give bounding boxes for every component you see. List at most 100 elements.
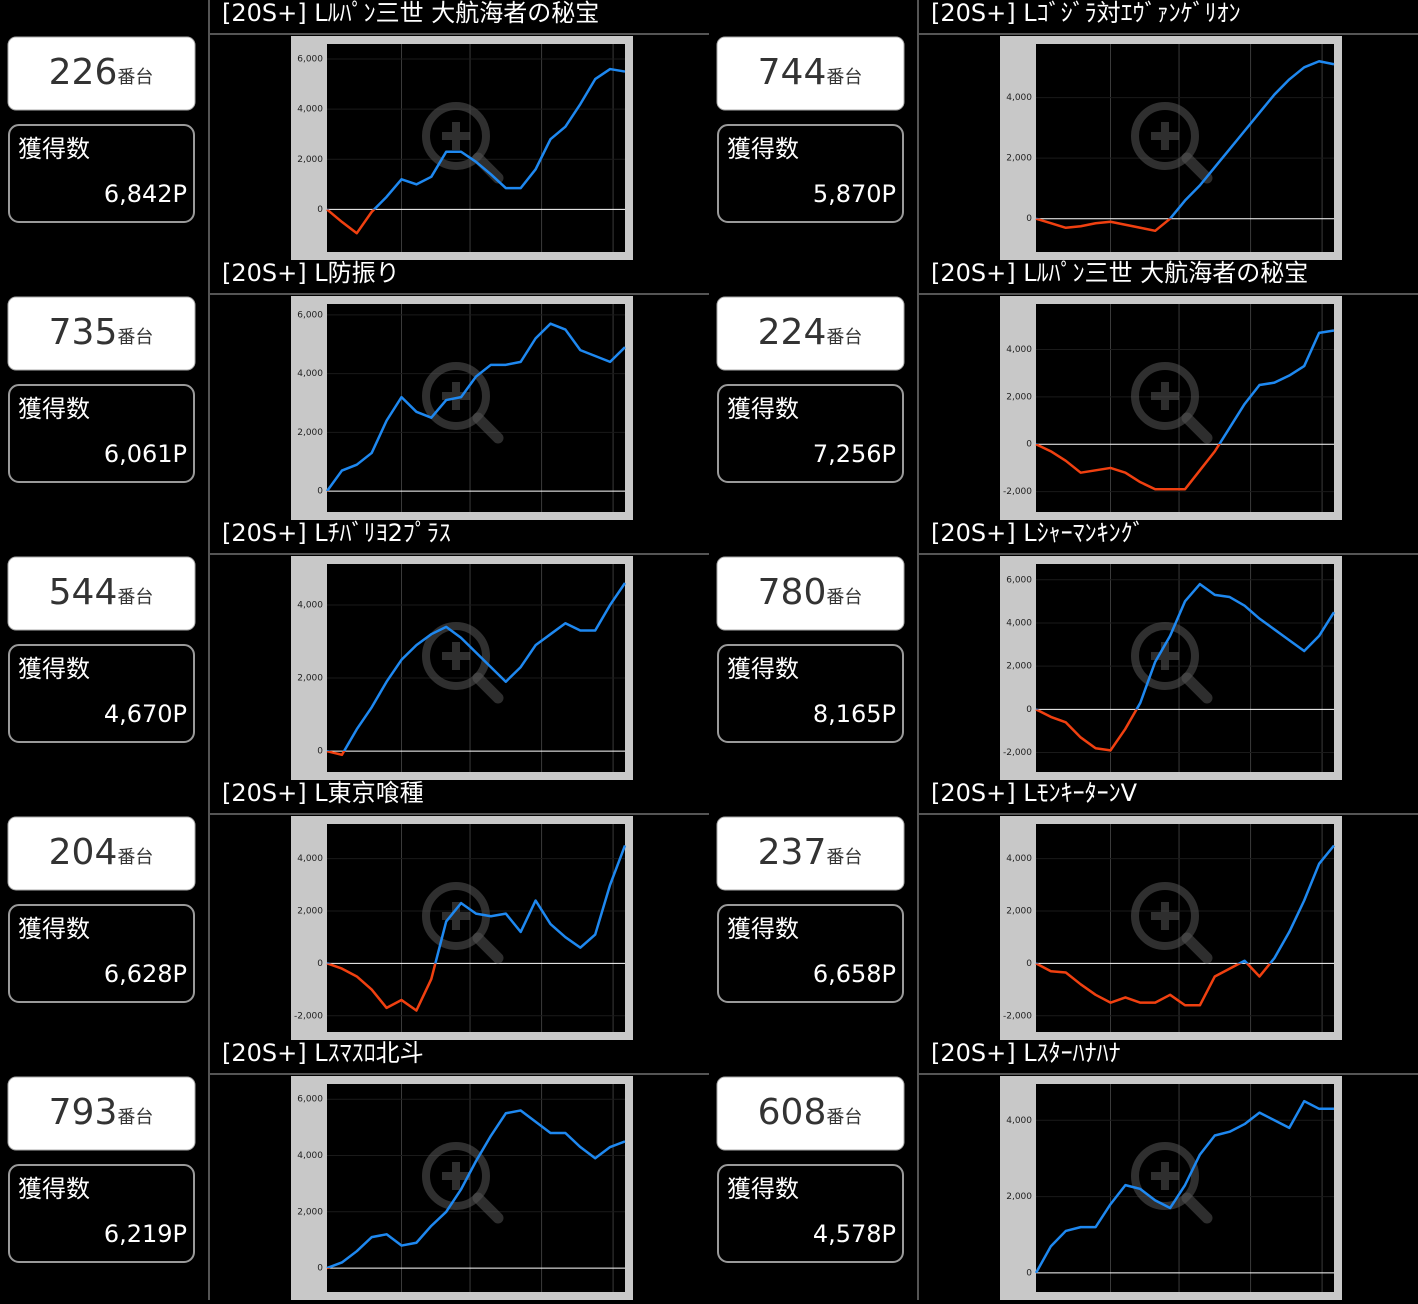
zoom-icon	[1131, 622, 1199, 690]
gain-box	[8, 904, 195, 1003]
zoom-icon	[472, 932, 504, 964]
number-box	[7, 1076, 196, 1151]
y-tick-label: 0	[1026, 959, 1032, 969]
plot-area	[1036, 1084, 1334, 1292]
number: 735	[49, 312, 118, 353]
zoom-icon	[442, 1162, 470, 1190]
number-box	[7, 296, 196, 371]
zoom-icon	[422, 622, 490, 690]
gain-label: 獲得数	[727, 915, 799, 943]
y-tick-label: 0	[317, 1264, 323, 1274]
gain-label: 獲得数	[727, 1175, 799, 1203]
zoom-icon	[1181, 672, 1213, 704]
plot-area	[1036, 304, 1334, 512]
number: 780	[758, 572, 827, 613]
zoom-icon	[442, 642, 470, 670]
y-tick-label: 0	[1026, 214, 1032, 224]
gain-box	[717, 644, 904, 743]
data-line	[326, 67, 626, 235]
gain-value: 8,165P	[813, 700, 896, 728]
number-box	[716, 1076, 905, 1151]
y-tick-label: 2,000	[297, 1207, 323, 1217]
machine-number: 744番台	[758, 52, 863, 93]
plot-area	[327, 1084, 625, 1292]
machine-number: 780番台	[758, 572, 863, 613]
y-tick-label: 4,000	[1006, 1116, 1032, 1126]
data-line	[326, 582, 627, 757]
unit: 番台	[826, 847, 862, 868]
machine-title: [20S+] Lｽﾏｽﾛ北斗	[222, 1039, 424, 1067]
gain-label: 獲得数	[727, 395, 799, 423]
gain-value: 6,219P	[104, 1220, 187, 1248]
number-box	[716, 36, 905, 111]
gain-label: 獲得数	[18, 395, 90, 423]
machine-number: 204番台	[49, 832, 154, 873]
unit: 番台	[117, 327, 153, 348]
unit: 番台	[117, 67, 153, 88]
gain-value: 6,842P	[104, 180, 187, 208]
zoom-icon	[1131, 362, 1199, 430]
number-box	[716, 556, 905, 631]
y-tick-label: 2,000	[297, 906, 323, 916]
gain-box	[717, 384, 904, 483]
gain-box	[717, 904, 904, 1003]
y-tick-label: 2,000	[1006, 1192, 1032, 1202]
data-line	[1035, 329, 1335, 491]
machine-title: [20S+] Lｺﾞｼﾞﾗ対ｴｳﾞｧﾝｹﾞﾘｵﾝ	[931, 0, 1241, 27]
machine-title: [20S+] L防振り	[222, 259, 400, 287]
zoom-icon	[442, 902, 470, 930]
data-line	[1035, 844, 1335, 1007]
y-tick-label: -2,000	[1003, 748, 1032, 758]
gain-label: 獲得数	[727, 135, 799, 163]
machine-title: [20S+] Lﾙﾊﾟﾝ三世 大航海者の秘宝	[931, 259, 1308, 287]
number: 237	[758, 832, 827, 873]
unit: 番台	[826, 67, 862, 88]
number-box	[7, 36, 196, 111]
y-tick-label: 4,000	[297, 854, 323, 864]
unit: 番台	[117, 847, 153, 868]
machine-number: 224番台	[758, 312, 863, 353]
data-line	[1035, 60, 1335, 233]
zoom-icon	[472, 672, 504, 704]
zoom-icon	[442, 122, 470, 150]
y-tick-label: 4,000	[1006, 93, 1032, 103]
data-line	[326, 1109, 626, 1270]
y-tick-label: 0	[317, 487, 323, 497]
number-box	[7, 816, 196, 891]
gain-value: 7,256P	[813, 440, 896, 468]
y-tick-label: 0	[1026, 705, 1032, 715]
y-tick-label: 2,000	[1006, 154, 1032, 164]
machine-number: 544番台	[49, 572, 154, 613]
zoom-icon	[1151, 382, 1179, 410]
zoom-icon	[1181, 152, 1213, 184]
data-line	[1034, 1099, 1334, 1274]
number-box	[7, 556, 196, 631]
zoom-icon	[442, 382, 470, 410]
y-tick-label: 4,000	[297, 600, 323, 610]
machine-number: 793番台	[49, 1092, 154, 1133]
zoom-icon	[472, 412, 504, 444]
machine-title: [20S+] Lﾙﾊﾟﾝ三世 大航海者の秘宝	[222, 0, 599, 27]
plot-area	[327, 44, 625, 252]
zoom-icon	[1131, 882, 1199, 950]
zoom-icon	[472, 1192, 504, 1224]
gain-label: 獲得数	[18, 1175, 90, 1203]
gain-box	[717, 124, 904, 223]
y-tick-label: 6,000	[297, 310, 323, 320]
machine-title: [20S+] L東京喰種	[222, 779, 424, 807]
machine-number: 608番台	[758, 1092, 863, 1133]
data-line	[326, 845, 627, 1012]
plot-area	[327, 304, 625, 512]
gain-value: 4,670P	[104, 700, 187, 728]
y-tick-label: 4,000	[297, 1151, 323, 1161]
number-box	[716, 816, 905, 891]
y-tick-label: 2,000	[297, 674, 323, 684]
y-tick-label: 4,000	[297, 369, 323, 379]
y-tick-label: 2,000	[1006, 662, 1032, 672]
zoom-icon	[422, 102, 490, 170]
y-tick-label: 2,000	[1006, 392, 1032, 402]
number: 793	[49, 1092, 118, 1133]
y-tick-label: 0	[317, 747, 323, 757]
number: 204	[49, 832, 118, 873]
